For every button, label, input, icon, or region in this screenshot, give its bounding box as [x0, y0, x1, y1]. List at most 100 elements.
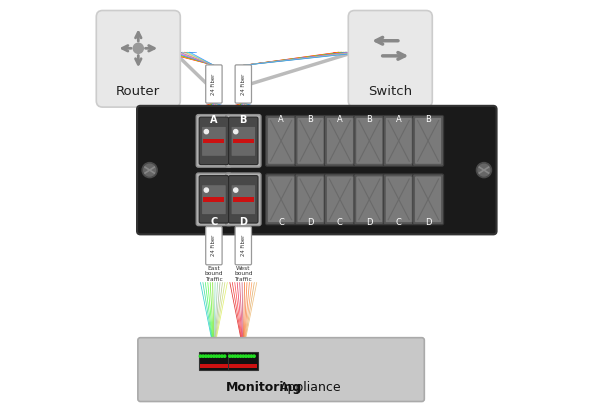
FancyBboxPatch shape — [266, 116, 296, 166]
FancyBboxPatch shape — [231, 126, 256, 156]
Text: 24 Fiber: 24 Fiber — [211, 74, 217, 94]
Circle shape — [223, 355, 226, 357]
Circle shape — [232, 355, 234, 357]
FancyBboxPatch shape — [297, 118, 324, 164]
FancyBboxPatch shape — [229, 117, 258, 165]
Bar — [199, 352, 229, 370]
FancyBboxPatch shape — [385, 176, 412, 223]
FancyBboxPatch shape — [295, 174, 326, 225]
FancyBboxPatch shape — [325, 174, 355, 225]
Circle shape — [142, 163, 157, 178]
FancyBboxPatch shape — [266, 174, 296, 225]
FancyBboxPatch shape — [235, 227, 251, 265]
Circle shape — [208, 355, 210, 357]
Text: West
bound
Traffic: West bound Traffic — [234, 266, 253, 282]
FancyBboxPatch shape — [226, 115, 261, 167]
Circle shape — [234, 355, 236, 357]
Text: 24 Fiber: 24 Fiber — [241, 74, 246, 94]
Text: D: D — [239, 217, 247, 227]
Text: A: A — [278, 115, 284, 123]
FancyBboxPatch shape — [226, 173, 261, 226]
FancyBboxPatch shape — [206, 227, 222, 265]
Text: Switch: Switch — [368, 85, 412, 98]
Text: Monitoring: Monitoring — [226, 381, 302, 394]
FancyBboxPatch shape — [229, 176, 258, 223]
Text: C: C — [396, 218, 401, 227]
Bar — [228, 352, 259, 370]
Circle shape — [229, 355, 231, 357]
Text: A: A — [337, 115, 343, 123]
Text: D: D — [366, 218, 373, 227]
Text: B: B — [425, 115, 431, 123]
Circle shape — [218, 355, 220, 357]
FancyBboxPatch shape — [325, 116, 355, 166]
Text: 24 Fiber: 24 Fiber — [211, 235, 217, 256]
FancyBboxPatch shape — [268, 118, 295, 164]
FancyBboxPatch shape — [383, 174, 414, 225]
FancyBboxPatch shape — [385, 118, 412, 164]
Circle shape — [248, 355, 250, 357]
Circle shape — [239, 355, 242, 357]
FancyBboxPatch shape — [297, 176, 324, 223]
FancyBboxPatch shape — [196, 173, 232, 226]
Text: B: B — [308, 115, 313, 123]
Circle shape — [476, 163, 491, 178]
Text: A: A — [210, 115, 218, 125]
FancyBboxPatch shape — [268, 176, 295, 223]
FancyBboxPatch shape — [202, 185, 226, 215]
FancyBboxPatch shape — [137, 106, 497, 234]
FancyBboxPatch shape — [199, 176, 229, 223]
Circle shape — [478, 164, 490, 176]
Text: D: D — [425, 218, 431, 227]
Text: B: B — [367, 115, 372, 123]
Text: Router: Router — [116, 85, 160, 98]
FancyBboxPatch shape — [348, 10, 432, 107]
FancyBboxPatch shape — [199, 117, 229, 165]
FancyBboxPatch shape — [231, 185, 256, 215]
Text: D: D — [307, 218, 314, 227]
FancyBboxPatch shape — [206, 65, 222, 103]
Circle shape — [202, 355, 205, 357]
FancyBboxPatch shape — [97, 10, 181, 107]
Circle shape — [253, 355, 255, 357]
Circle shape — [245, 355, 247, 357]
Bar — [233, 139, 254, 143]
Circle shape — [205, 355, 207, 357]
Bar — [233, 197, 254, 202]
Circle shape — [213, 355, 215, 357]
FancyBboxPatch shape — [354, 174, 385, 225]
Circle shape — [215, 355, 218, 357]
FancyBboxPatch shape — [415, 118, 442, 164]
Circle shape — [233, 188, 238, 192]
Circle shape — [221, 355, 223, 357]
Text: C: C — [210, 217, 218, 227]
Circle shape — [250, 355, 253, 357]
FancyBboxPatch shape — [326, 118, 353, 164]
Bar — [203, 197, 224, 202]
FancyBboxPatch shape — [354, 116, 385, 166]
Circle shape — [210, 355, 212, 357]
FancyBboxPatch shape — [415, 176, 442, 223]
Circle shape — [242, 355, 244, 357]
Circle shape — [204, 188, 208, 192]
Bar — [203, 139, 224, 143]
FancyBboxPatch shape — [235, 65, 251, 103]
Text: C: C — [278, 218, 284, 227]
Bar — [200, 364, 228, 368]
Text: East
bound
Traffic: East bound Traffic — [205, 266, 223, 282]
Text: B: B — [239, 115, 247, 125]
Circle shape — [233, 129, 238, 134]
FancyBboxPatch shape — [138, 338, 424, 402]
FancyBboxPatch shape — [383, 116, 414, 166]
Text: A: A — [396, 115, 401, 123]
FancyBboxPatch shape — [356, 176, 383, 223]
FancyBboxPatch shape — [202, 126, 226, 156]
FancyBboxPatch shape — [413, 174, 443, 225]
Text: 24 Fiber: 24 Fiber — [241, 235, 246, 256]
Circle shape — [133, 43, 143, 53]
Circle shape — [199, 355, 202, 357]
Circle shape — [204, 129, 208, 134]
Bar — [229, 364, 257, 368]
FancyBboxPatch shape — [196, 115, 232, 167]
Text: Appliance: Appliance — [280, 381, 341, 394]
